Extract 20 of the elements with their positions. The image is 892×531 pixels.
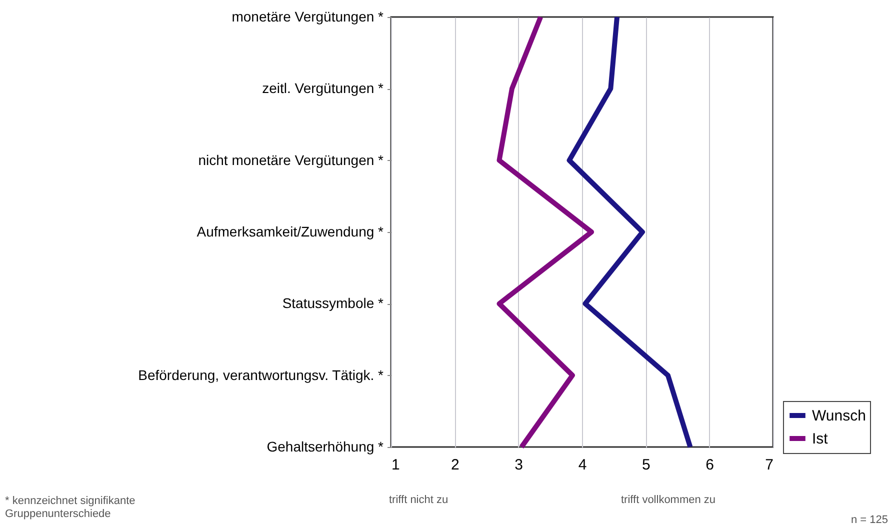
x-tick-label: 3: [514, 456, 524, 474]
x-tick-label: 5: [642, 456, 650, 474]
x-tick-label: 6: [706, 456, 714, 474]
y-tick-label: Aufmerksamkeit/Zuwendung *: [196, 224, 384, 240]
y-tick-label: nicht monetäre Vergütungen *: [198, 152, 384, 168]
y-tick-label: monetäre Vergütungen *: [232, 8, 384, 24]
legend-label: Ist: [812, 430, 829, 448]
y-tick-label: zeitl. Vergütungen *: [262, 80, 384, 96]
x-tick-label: 1: [392, 456, 400, 474]
x-tick-label: 4: [578, 456, 587, 474]
text: n = 125: [850, 514, 888, 527]
text: trifft nicht zu: [389, 494, 448, 507]
text: trifft vollkommen zu: [621, 494, 716, 507]
y-tick-label: Beförderung, verantwortungsv. Tätigk. *: [138, 366, 384, 383]
legend-label: Wunsch: [812, 408, 866, 424]
y-tick-label: Statussymbole *: [282, 295, 384, 312]
y-tick-label: Gehaltserhöhung *: [266, 438, 384, 454]
x-tick-label: 7: [765, 456, 774, 474]
x-tick-label: 2: [450, 456, 460, 474]
text: * kennzeichnet signifikante Gruppenunterschiede: [5, 495, 136, 521]
